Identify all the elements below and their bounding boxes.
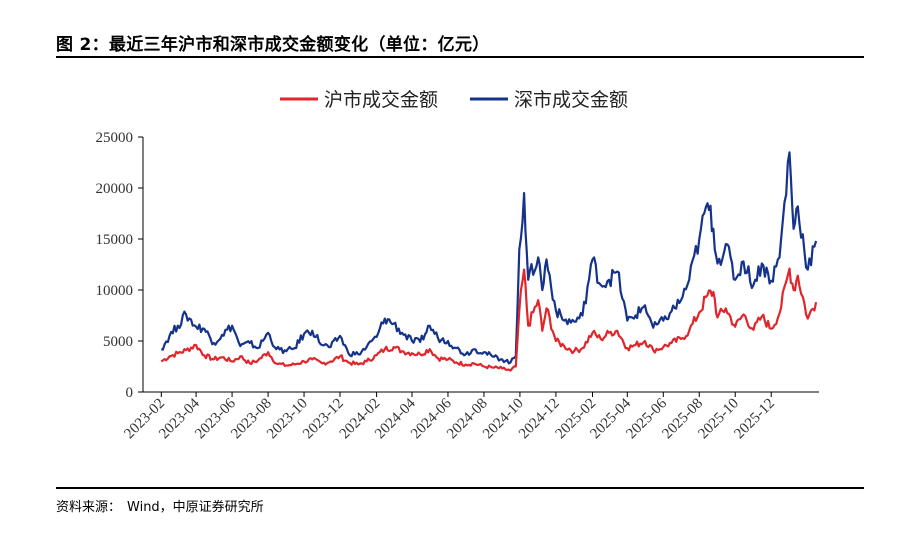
series-lines	[160, 151, 818, 372]
y-tick-label: 25000	[96, 130, 134, 146]
series-line-shenzhen	[161, 151, 818, 365]
figure-title: 图 2：最近三年沪市和深市成交金额变化（单位：亿元）	[56, 35, 490, 55]
bottom-rule	[56, 487, 864, 489]
legend-label-shanghai: 沪市成交金额	[324, 89, 438, 111]
y-tick-label: 5000	[103, 334, 133, 350]
source-label: 资料来源：	[56, 500, 122, 515]
y-tick-label: 0	[126, 385, 134, 401]
source-text: Wind，中原证券研究所	[127, 500, 264, 515]
y-tick-labels: 0 5000 10000 15000 20000 25000	[96, 130, 143, 401]
y-tick-label: 15000	[96, 232, 134, 248]
x-tick-labels: 2023-022023-042023-062023-082023-102023-…	[121, 392, 778, 442]
y-tick-label: 10000	[96, 283, 134, 299]
top-rule	[56, 56, 864, 58]
source-note: 资料来源： Wind，中原证券研究所	[56, 496, 270, 515]
y-tick-label: 20000	[96, 181, 134, 197]
x-tick-label: 2025-12	[731, 396, 778, 443]
legend-label-shenzhen: 深市成交金额	[514, 89, 628, 111]
legend: 沪市成交金额 深市成交金额	[280, 89, 628, 111]
series-line-shanghai	[160, 267, 818, 372]
